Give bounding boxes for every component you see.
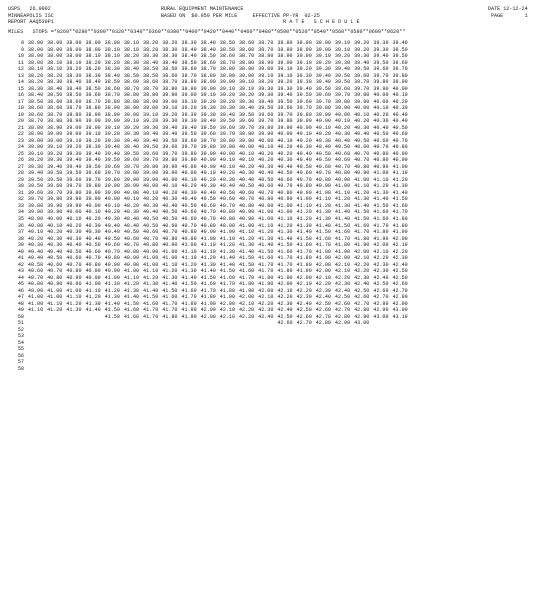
rate-cell: 00.00 — [216, 366, 235, 373]
table-row: 4540.8040.9040.9041.0041.1041.2041.3041.… — [8, 281, 408, 288]
report-header: USPS 26.9902 RURAL EQUIPMENT MAINTENANCE… — [8, 6, 532, 26]
rate-cell: 00.00 — [158, 366, 177, 373]
table-row: 3940.3040.3040.4040.5040.6040.7040.8040.… — [8, 242, 408, 249]
table-row: 4140.4040.5040.6040.7040.8040.9041.0041.… — [8, 255, 408, 262]
rate-cell: 00.00 — [178, 366, 197, 373]
table-row: 2238.9039.0039.0039.1039.2039.3039.4039.… — [8, 131, 408, 138]
rate-cell: 00.00 — [331, 366, 350, 373]
rate-cell: 00.00 — [120, 366, 139, 373]
table-row: 5300.0000.0000.0000.0000.0000.0000.0000.… — [8, 333, 408, 340]
rate-cell: 00.00 — [197, 366, 216, 373]
table-row: 5800.0000.0000.0000.0000.0000.0000.0000.… — [8, 366, 408, 373]
table-row: 5500.0000.0000.0000.0000.0000.0000.0000.… — [8, 346, 408, 353]
table-row: 4340.6040.7040.8040.9040.9041.0041.1041.… — [8, 268, 408, 275]
table-row: 5700.0000.0000.0000.0000.0000.0000.0000.… — [8, 359, 408, 366]
table-row: 5100.0000.0000.0000.0000.0000.0000.0000.… — [8, 320, 408, 327]
table-row: 1238.1038.1038.2038.2038.3038.4038.5038.… — [8, 66, 408, 73]
table-row: 1638.4038.5038.5038.6038.7038.8038.8038.… — [8, 92, 408, 99]
rate-cell: 00.00 — [101, 366, 120, 373]
table-row: 1838.6038.6038.7038.8038.9038.9039.0039.… — [8, 105, 408, 112]
table-row: 1038.0038.0038.0038.1038.1038.2038.3038.… — [8, 53, 408, 60]
rate-cell: 00.00 — [293, 366, 312, 373]
rate-cell: 00.00 — [24, 366, 43, 373]
table-row: 2639.2039.3039.4039.4039.5039.6039.7039.… — [8, 157, 408, 164]
table-row: 2439.0039.1039.2039.3039.4039.4039.5039.… — [8, 144, 408, 151]
rate-cell: 00.00 — [62, 366, 81, 373]
table-row: 2038.7038.8038.9039.0039.0039.1039.2039.… — [8, 118, 408, 125]
table-row: 3039.5039.6039.7039.8039.9039.9040.0040.… — [8, 183, 408, 190]
rate-cell: 00.00 — [82, 366, 101, 373]
table-row: 838.0038.0038.0038.0038.0038.1038.2038.2… — [8, 40, 408, 47]
rate-cell: 00.00 — [389, 366, 408, 373]
table-row: 4741.0041.0041.1041.2041.3041.4041.5041.… — [8, 294, 408, 301]
table-row: 1438.2038.3038.4038.4038.5038.6038.6038.… — [8, 79, 408, 86]
rate-cell: 00.00 — [43, 366, 62, 373]
rate-cell: 00.00 — [312, 366, 331, 373]
rate-cell: 00.00 — [273, 366, 292, 373]
table-row: 3239.7039.8039.9039.9040.0040.1040.2040.… — [8, 196, 408, 203]
rate-cell: 00.00 — [254, 366, 273, 373]
miles-cell: 58 — [8, 366, 24, 373]
rate-cell: 00.00 — [139, 366, 158, 373]
rate-cell: 00.00 — [235, 366, 254, 373]
rate-cell: 00.00 — [350, 366, 369, 373]
table-row: 4941.1041.2041.3041.4041.5041.6041.7041.… — [8, 307, 408, 314]
rate-table: 838.0038.0038.0038.0038.0038.1038.2038.2… — [8, 40, 408, 372]
table-row: 2839.4039.5039.5039.6039.7039.8039.9039.… — [8, 170, 408, 177]
rate-cell: 00.00 — [369, 366, 388, 373]
table-row: 3540.0040.0040.1040.2040.3040.4040.5040.… — [8, 216, 408, 223]
table-row: 3740.1040.2040.3040.3040.4040.5040.6040.… — [8, 229, 408, 236]
